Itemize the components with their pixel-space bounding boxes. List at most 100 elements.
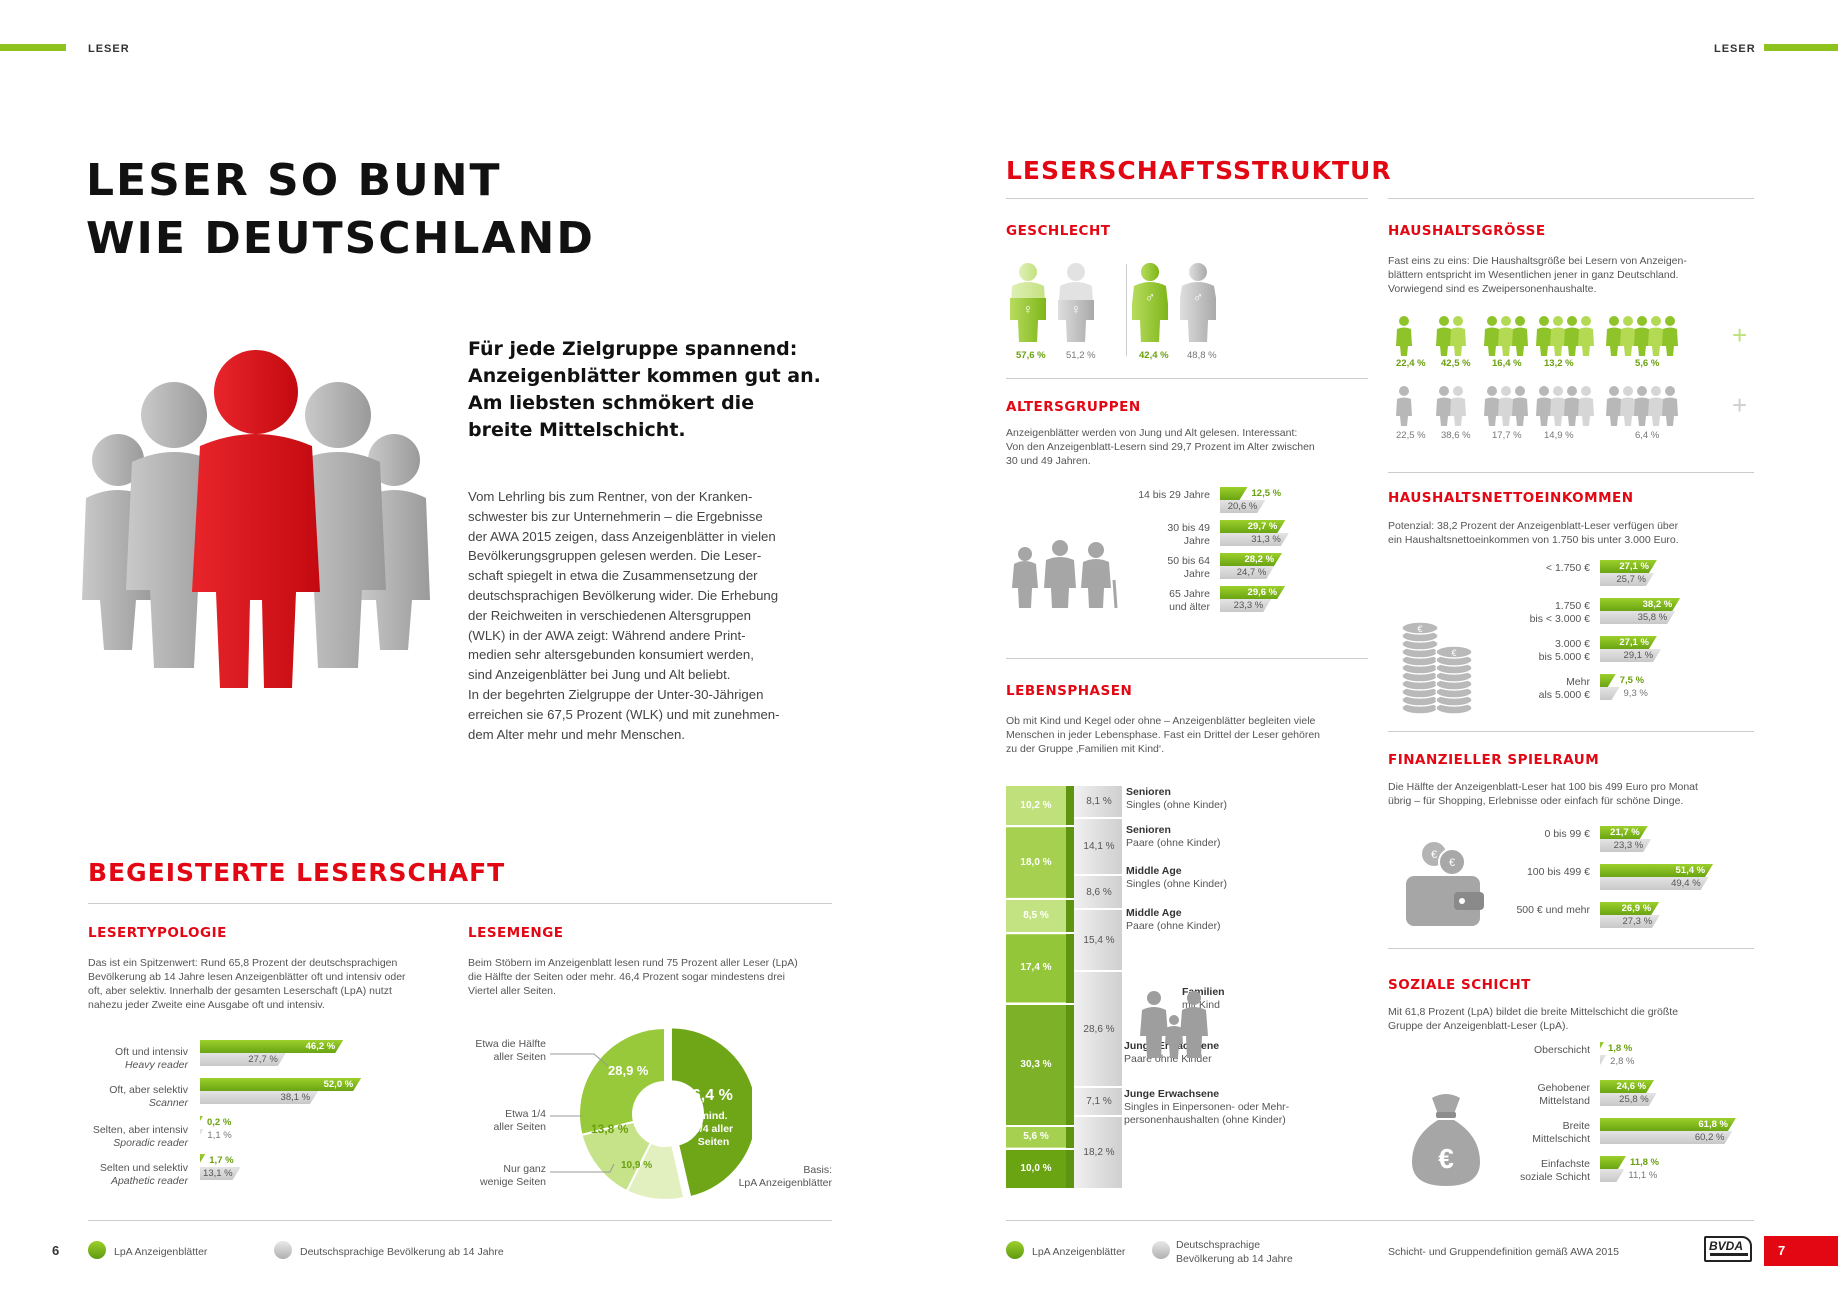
svg-text:€: € xyxy=(1417,624,1422,634)
bar-label: < 1.750 € xyxy=(1480,562,1590,575)
section-heading-begeistert: BEGEISTERTE LESERSCHAFT xyxy=(88,858,506,887)
donut-value-quarter: 13,8 % xyxy=(591,1122,629,1136)
household-pop-value: 22,5 % xyxy=(1396,430,1426,441)
footnote: Schicht- und Gruppendefinition gemäß AWA… xyxy=(1388,1246,1619,1258)
text-line: Von den Anzeigenblatt-Lesern sind 29,7 P… xyxy=(1006,441,1315,453)
legend-line: Deutschsprachige xyxy=(1176,1239,1261,1251)
lpa-value: 29,6 % xyxy=(1247,587,1278,598)
body-line: deutschsprachigen Bevölkerung wider. Die… xyxy=(468,587,779,603)
lpa-value: 0,2 % xyxy=(207,1117,232,1128)
household-lpa-person-icon xyxy=(1648,316,1664,356)
basis-line: LpA Anzeigenblätter xyxy=(738,1177,832,1189)
wallet-icon: € € xyxy=(1406,840,1484,926)
bar-label-line: Einfachste xyxy=(1540,1158,1590,1170)
body-line: (WLK) in der AWA zeigt: Während andere P… xyxy=(468,627,746,643)
population-bar xyxy=(1220,566,1274,579)
phase-sub: Singles (ohne Kinder) xyxy=(1126,799,1227,811)
donut-value-half: 28,9 % xyxy=(608,1063,649,1078)
population-bar xyxy=(1600,877,1709,890)
typ-label-sub: Scanner xyxy=(148,1097,188,1109)
donut-label-quarter: Etwa 1/4 aller Seiten xyxy=(440,1108,546,1134)
population-segment xyxy=(1074,910,1122,971)
typ-label-main: Selten, aber intensiv xyxy=(92,1124,188,1136)
population-segment-value: 18,2 % xyxy=(1083,1147,1115,1159)
lpa-bar xyxy=(1220,487,1248,500)
inner-label-line: Seiten xyxy=(697,1136,730,1148)
money-bag-icon: € xyxy=(1412,1094,1480,1186)
household-size-values: 22,4 % 42,5 % 16,4 % 13,2 % 5,6 % 22,5 % 38,6 … xyxy=(1388,358,1754,448)
lpa-bar xyxy=(1600,826,1648,839)
lpa-bar xyxy=(200,1116,203,1129)
bar-label: 14 bis 29 Jahre xyxy=(1110,489,1210,502)
household-lpa-person-icon xyxy=(1396,316,1412,356)
text-line: Bevölkerung ab 14 Jahre lesen Anzeigenbl… xyxy=(88,971,406,983)
bar-label-line: Oberschicht xyxy=(1533,1044,1590,1056)
lpa-value: 61,8 % xyxy=(1698,1119,1728,1130)
bar-label-line: 14 bis 29 Jahre xyxy=(1138,489,1210,501)
gender-divider xyxy=(1126,264,1127,356)
lpa-segment-value: 18,0 % xyxy=(1020,856,1052,868)
lpa-value: 27,1 % xyxy=(1619,561,1649,572)
population-bar xyxy=(1600,1055,1606,1068)
phase-sub: Singles in Einpersonen- oder Mehr- xyxy=(1124,1101,1290,1113)
header-accent-left xyxy=(0,44,66,51)
household-lpa-value: 16,4 % xyxy=(1492,358,1522,369)
population-segment xyxy=(1074,972,1122,1086)
female-lpa-value: 57,6 % xyxy=(1016,350,1046,361)
phase-sub: Paare (ohne Kinder) xyxy=(1126,920,1221,932)
lpa-segment-edge xyxy=(1066,827,1074,898)
population-bar xyxy=(200,1129,203,1142)
bar-label-line: Jahre xyxy=(1183,535,1210,547)
legend-pop-dot xyxy=(1152,1241,1170,1259)
legend-pop-label: Deutschsprachige Bevölkerung ab 14 Jahre xyxy=(1176,1238,1293,1266)
bar-label: 100 bis 499 € xyxy=(1480,866,1590,879)
lpa-value: 26,9 % xyxy=(1621,903,1652,914)
phase-sub: Singles (ohne Kinder) xyxy=(1126,878,1227,890)
lpa-segment xyxy=(1006,827,1066,898)
population-bar xyxy=(1600,1093,1657,1106)
population-value: 25,7 % xyxy=(1616,574,1646,585)
donut-inner-label: mind. 3/4 aller Seiten xyxy=(694,1110,733,1149)
svg-text:€: € xyxy=(1451,648,1456,658)
page-number-left: 6 xyxy=(52,1243,60,1258)
divider xyxy=(1388,472,1754,473)
household-lpa-person-icon xyxy=(1484,316,1500,356)
household-lpa-person-icon xyxy=(1606,316,1622,356)
legend-lpa-dot xyxy=(88,1241,106,1259)
body-line: sind Anzeigenblätter bei Jung und Alt be… xyxy=(468,667,731,683)
population-bar xyxy=(1220,599,1271,612)
bar-label-line: 500 € und mehr xyxy=(1516,904,1590,916)
gender-icons: ♀ ♀ ♂ ♂ xyxy=(1010,263,1216,342)
legend-pop-dot xyxy=(274,1241,292,1259)
haushaltsgroesse-heading: HAUSHALTSGRÖSSE xyxy=(1388,223,1546,239)
body-line: der AWA 2015 zeigen, dass Anzeigenblätte… xyxy=(468,528,776,544)
household-pop-person-icon xyxy=(1512,386,1528,426)
phase-title: Middle Age xyxy=(1126,865,1182,877)
population-value: 25,8 % xyxy=(1619,1094,1649,1105)
inner-label-line: 3/4 aller xyxy=(694,1123,734,1135)
lpa-value: 1,7 % xyxy=(209,1155,234,1166)
text-line: Anzeigenblätter werden von Jung und Alt … xyxy=(1006,427,1298,439)
bar-label: 3.000 € bis 5.000 € xyxy=(1480,638,1590,664)
population-segment-value: 14,1 % xyxy=(1083,841,1115,853)
donut-label-half: Etwa die Hälfte aller Seiten xyxy=(440,1038,546,1064)
bar-label: 65 Jahre und älter xyxy=(1110,588,1210,614)
bar-label-line: 65 Jahre xyxy=(1169,588,1210,600)
bar-label: Breite Mittelschicht xyxy=(1480,1120,1590,1146)
phase-sub: Paare (ohne Kinder) xyxy=(1126,837,1221,849)
running-head-left: LESER xyxy=(88,43,130,55)
altersgruppen-heading: ALTERSGRUPPEN xyxy=(1006,399,1141,415)
population-value: 23,3 % xyxy=(1613,840,1644,851)
population-segment xyxy=(1074,818,1122,874)
lpa-value: 7,5 % xyxy=(1619,675,1645,686)
household-pop-person-icon xyxy=(1436,386,1452,426)
geschlecht-heading: GESCHLECHT xyxy=(1006,223,1111,239)
household-pop-person-icon xyxy=(1536,386,1552,426)
text-line: zu der Gruppe ‚Familien mit Kind‘. xyxy=(1006,743,1165,755)
divider xyxy=(1388,948,1754,949)
bar-label-line: und älter xyxy=(1169,601,1210,613)
phase-label: Junge Erwachsene Singles in Einpersonen- … xyxy=(1124,1088,1289,1127)
lpa-segment xyxy=(1006,1004,1066,1125)
label-line: Etwa 1/4 xyxy=(505,1108,546,1120)
lpa-bar xyxy=(200,1040,343,1053)
